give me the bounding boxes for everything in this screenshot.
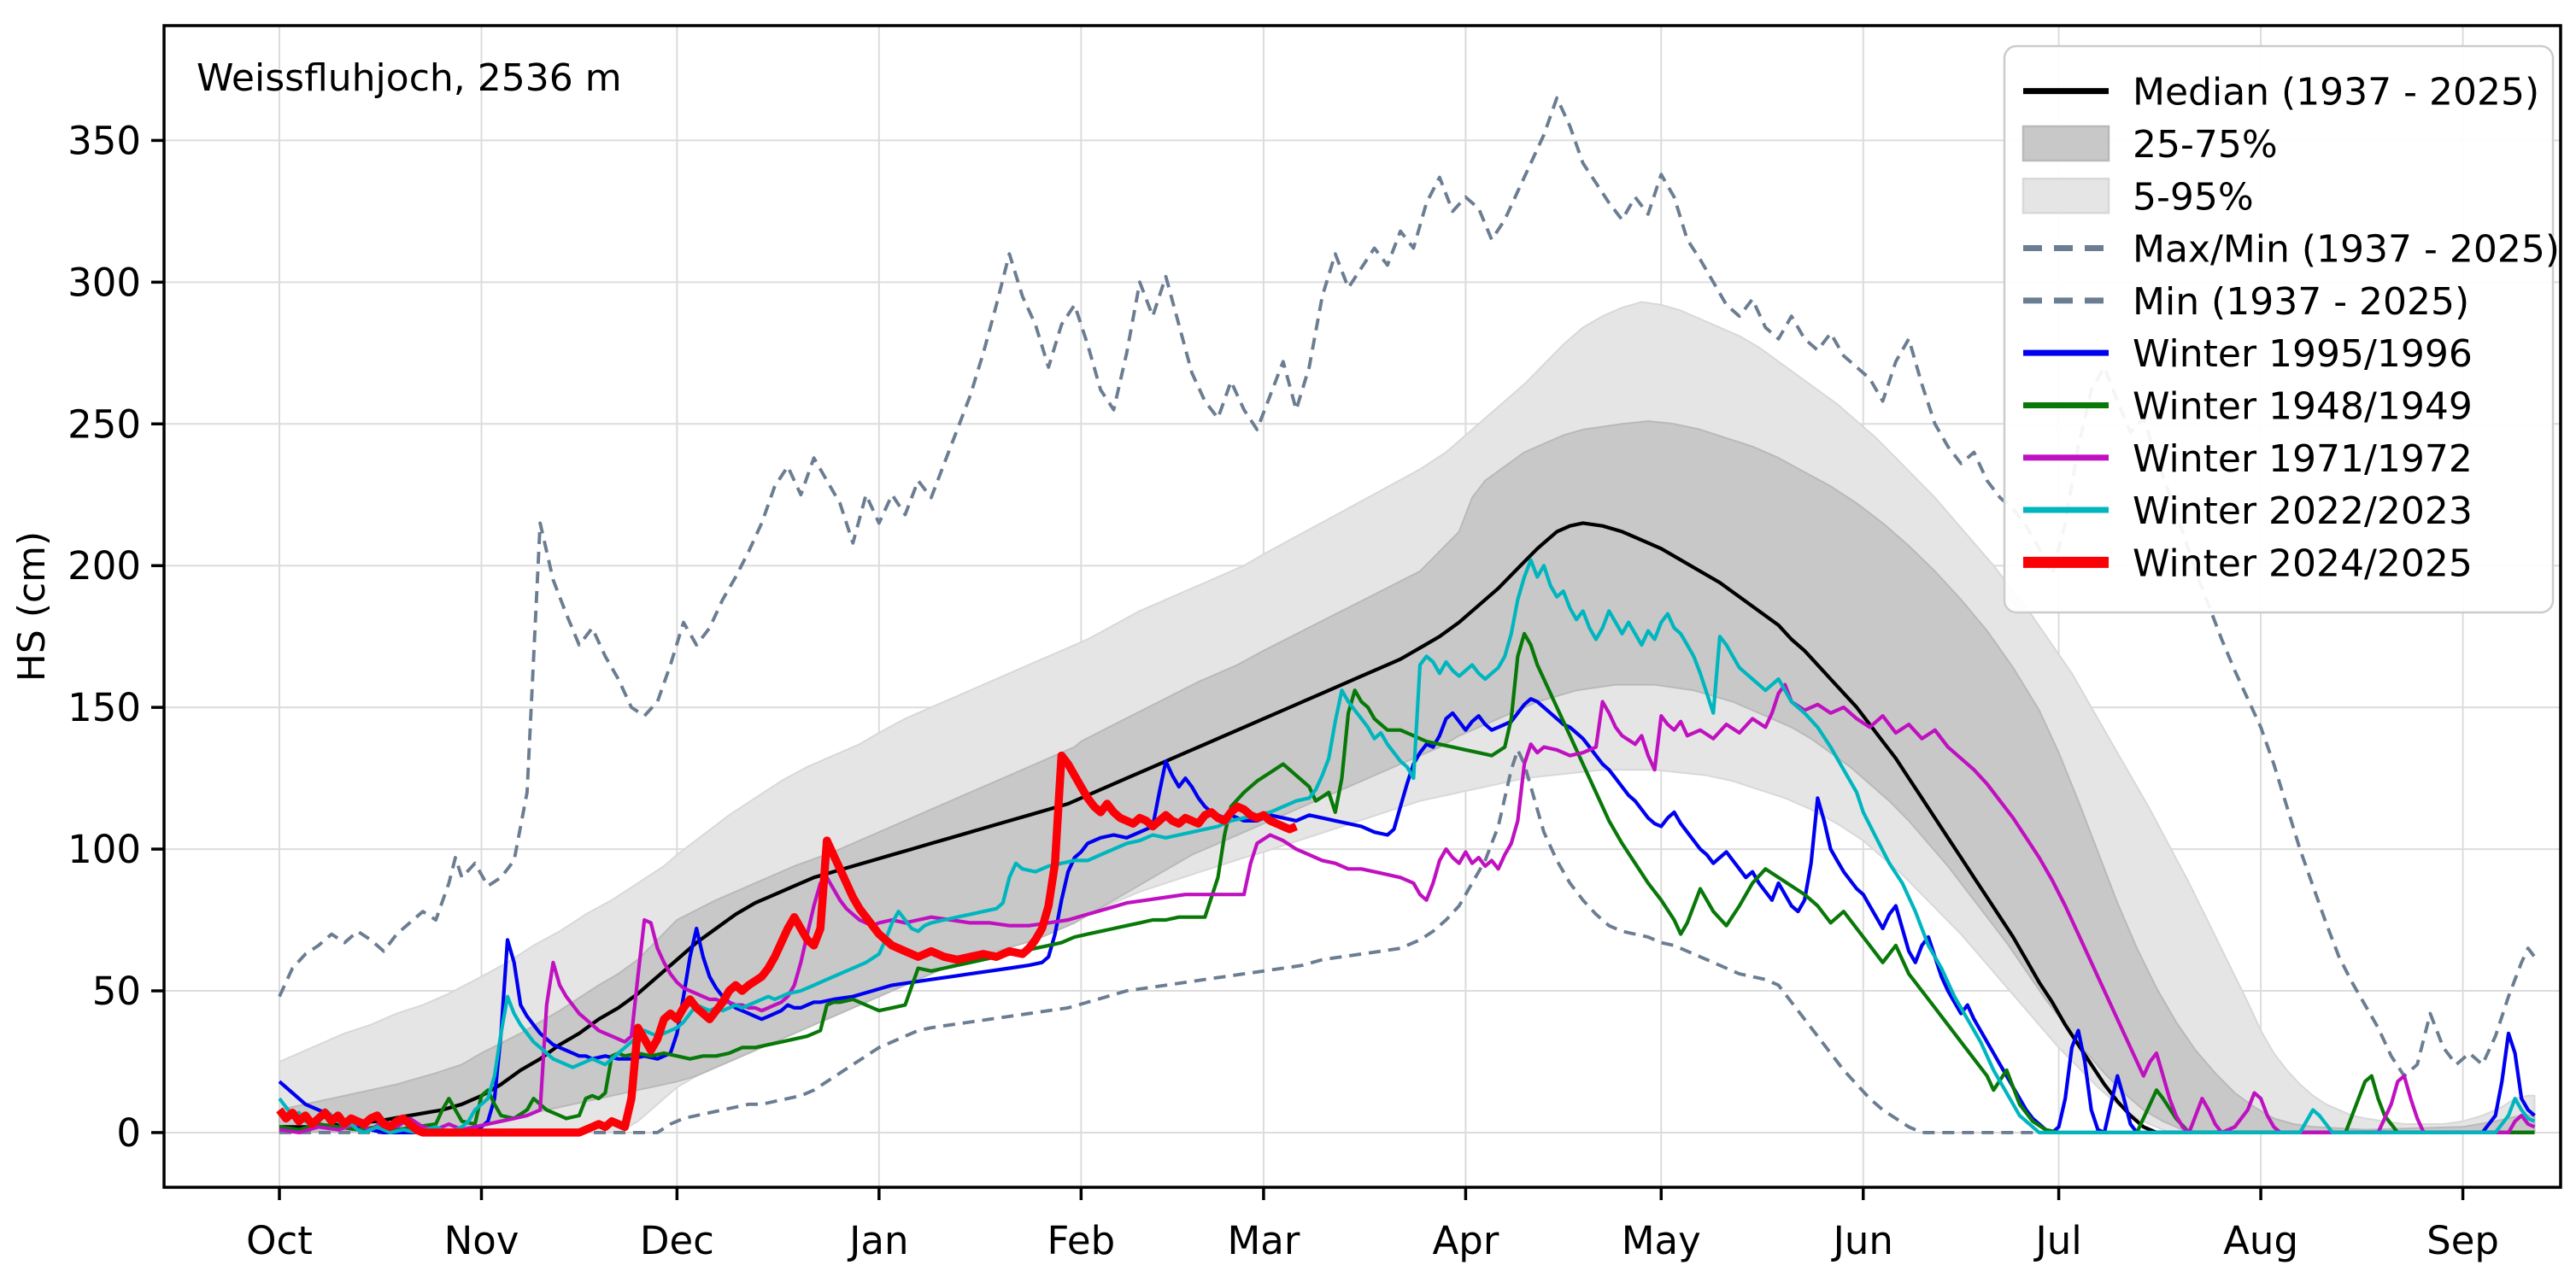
- x-tick-label: Jul: [2033, 1218, 2081, 1263]
- x-tick-label: Jan: [847, 1218, 908, 1263]
- y-axis-label: HS (cm): [10, 531, 54, 682]
- line-winter-2024-2025: [276, 751, 1298, 1137]
- legend-item-label: Median (1937 - 2025): [2133, 71, 2539, 114]
- line-winter-2022-2023: [278, 558, 2536, 1134]
- data-lines: [276, 96, 2537, 1137]
- line-winter-1948-1949: [279, 631, 2535, 1134]
- legend-item-label: Winter 2022/2023: [2133, 489, 2473, 533]
- legend: Median (1937 - 2025) 25-75% 5-95% Max/Min (…: [2003, 44, 2560, 614]
- y-tick-label: 350: [67, 118, 141, 163]
- line-min: [279, 747, 2535, 1134]
- x-tick-label: Nov: [444, 1218, 519, 1263]
- x-tick-label: Aug: [2223, 1218, 2298, 1263]
- station-annotation: Weissfluhjoch, 2536 m: [197, 56, 622, 100]
- y-tick-label: 200: [67, 543, 141, 589]
- axis-tick-labels: 0 50 100 150 200 250 300 350 Oct Nov Dec Jan Feb Mar A…: [67, 118, 2499, 1263]
- legend-item-label: 5-95%: [2133, 175, 2254, 219]
- x-tick-label: May: [1622, 1218, 1701, 1263]
- x-tick-label: Apr: [1432, 1218, 1499, 1263]
- legend-item-label: Winter 2024/2025: [2133, 542, 2473, 585]
- y-tick-label: 300: [67, 260, 141, 305]
- x-tick-label: Mar: [1227, 1218, 1300, 1263]
- legend-item-label: 25-75%: [2133, 123, 2278, 167]
- legend-item-label: Max/Min (1937 - 2025): [2133, 228, 2560, 272]
- legend-item-label: Winter 1995/1996: [2133, 332, 2473, 376]
- y-tick-label: 0: [116, 1110, 141, 1156]
- x-tick-label: Feb: [1047, 1218, 1115, 1263]
- legend-box: [2003, 44, 2555, 614]
- y-tick-label: 50: [92, 969, 141, 1014]
- x-tick-label: Jun: [1831, 1218, 1893, 1263]
- x-tick-label: Dec: [640, 1218, 714, 1263]
- x-tick-label: Oct: [246, 1218, 313, 1263]
- line-winter-1995-1996: [278, 697, 2536, 1134]
- legend-item-label: Winter 1971/1972: [2133, 437, 2473, 481]
- legend-item-label: Winter 1948/1949: [2133, 384, 2473, 428]
- x-tick-label: Sep: [2426, 1218, 2499, 1263]
- legend-swatch-band: [2021, 178, 2110, 214]
- line-median: [279, 521, 2535, 1134]
- y-tick-label: 100: [67, 827, 141, 872]
- axis-ticks: [151, 138, 2465, 1200]
- y-tick-label: 250: [67, 401, 141, 447]
- plot-border: [162, 24, 2562, 1189]
- legend-swatch-band: [2021, 125, 2110, 162]
- y-tick-label: 150: [67, 685, 141, 730]
- legend-item-label: Min (1937 - 2025): [2133, 280, 2469, 324]
- line-winter-1971-1972: [279, 682, 2536, 1134]
